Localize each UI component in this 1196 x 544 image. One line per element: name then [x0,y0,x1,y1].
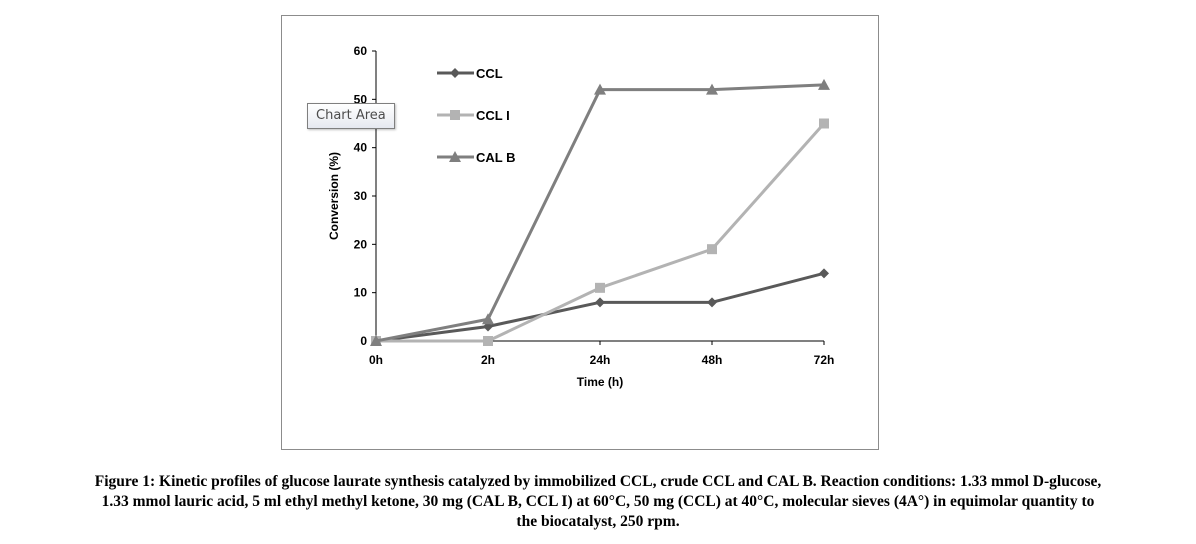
data-point-cal-b [706,83,718,95]
data-point-ccl-i [707,244,717,255]
data-point-ccl [819,268,829,279]
x-tick-label: 0h [369,353,383,367]
data-point-ccl-i [483,336,493,346]
caption-line-1: Figure 1: Kinetic profiles of glucose la… [94,473,1102,490]
legend-label-ccl-i: CCL I [476,108,510,123]
data-point-cal-b [482,313,494,325]
chart-area-tooltip: Chart Area [307,103,395,129]
caption-line-3: the biocatalyst, 250 rpm. [516,513,680,530]
data-point-ccl [707,297,717,308]
data-point-cal-b [370,335,382,346]
x-tick-label: 72h [814,353,835,367]
y-tick-label: 20 [354,237,368,251]
figure-caption: Figure 1: Kinetic profiles of glucose la… [0,472,1196,532]
y-tick-label: 30 [354,189,368,203]
legend-marker-ccl-i [450,110,460,120]
legend-marker-ccl [450,68,460,78]
caption-line-2: 1.33 mmol lauric acid, 5 ml ethyl methyl… [101,493,1095,510]
data-point-cal-b [818,78,830,90]
x-tick-label: 2h [481,353,495,367]
data-point-ccl [595,297,605,308]
x-axis-title: Time (h) [577,375,623,389]
legend-marker-cal-b [449,151,461,162]
legend-label-cal-b: CAL B [476,150,515,165]
legend-label-ccl: CCL [476,66,503,81]
x-tick-label: 24h [590,353,611,367]
y-tick-label: 10 [354,286,368,300]
data-point-ccl-i [595,282,605,293]
y-tick-label: 60 [354,44,368,58]
y-axis-title: Conversion (%) [327,152,341,240]
chart-plot: 0 10 20 30 40 50 60 0h 2h 24h 48h 72h Time (h) Conver… [327,44,835,389]
chart-area[interactable]: 0 10 20 30 40 50 60 0h 2h 24h 48h 72h Time (h) Conver… [281,15,879,450]
x-tick-label: 48h [702,353,723,367]
y-tick-label: 40 [354,141,368,155]
data-point-cal-b [594,83,606,95]
data-point-ccl-i [819,118,829,129]
y-tick-label: 0 [360,334,367,348]
y-tick-label: 50 [354,92,368,106]
